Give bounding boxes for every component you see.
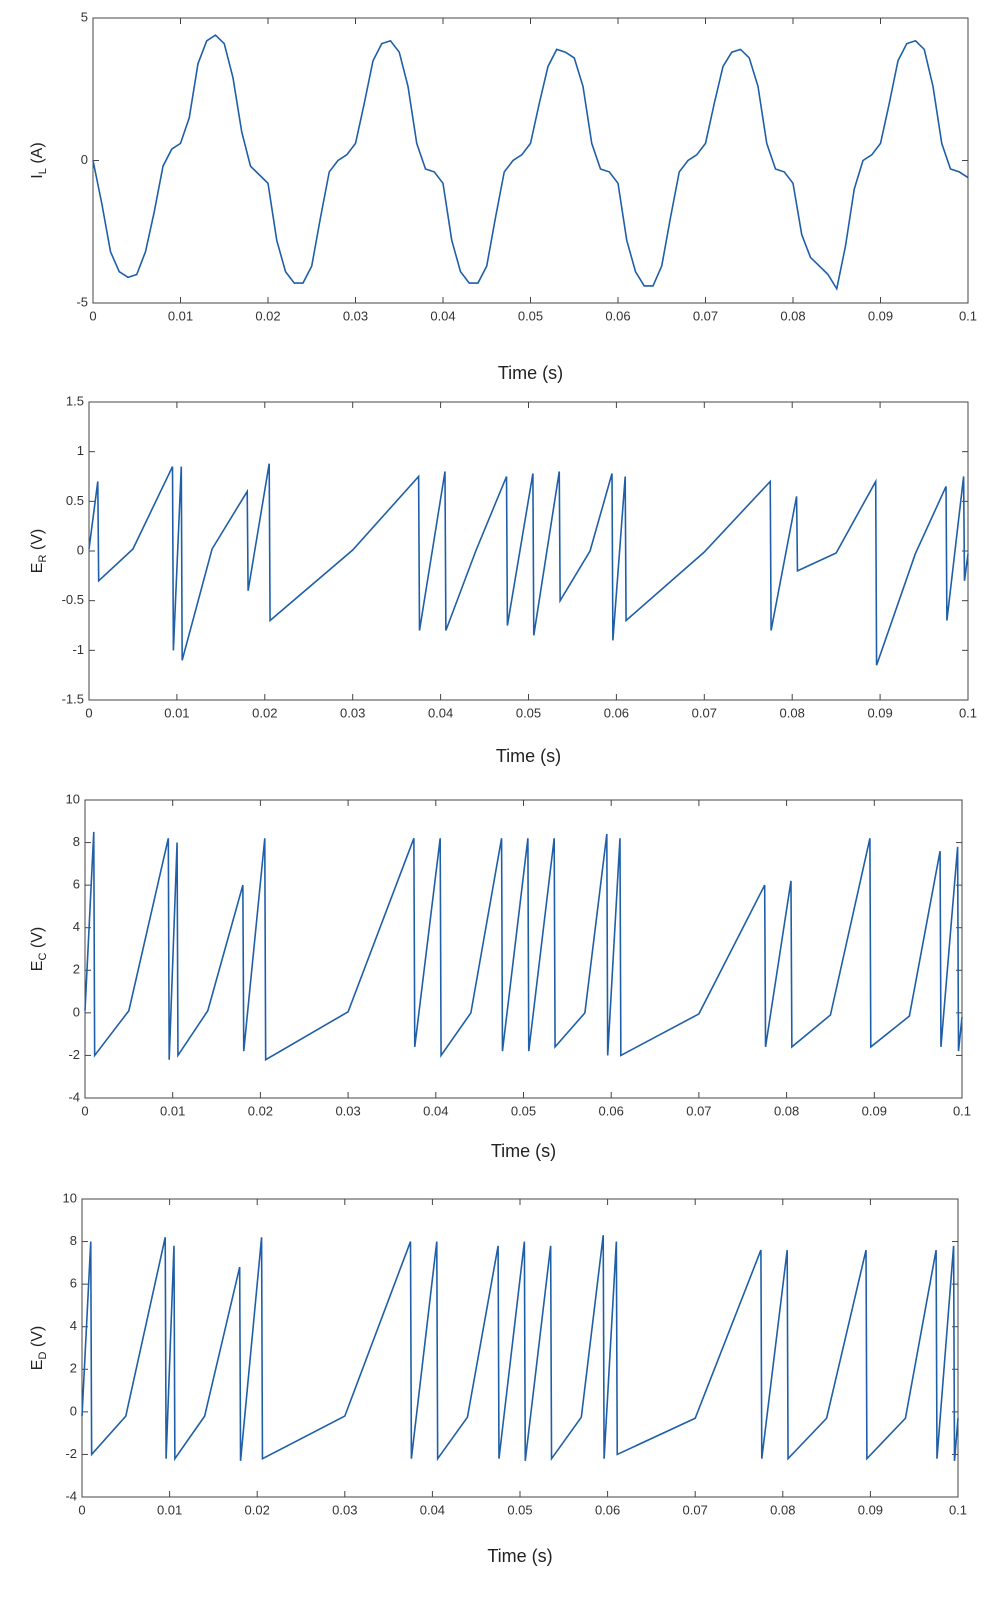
plot-frame [84, 799, 963, 1099]
data-line [81, 1235, 959, 1462]
y-axis-label: IL (A) [29, 142, 49, 178]
x-tick-label: 0.01 [160, 1103, 185, 1118]
y-axis-label-unit: (V) [29, 1326, 46, 1352]
x-tick-label: 0.07 [686, 1103, 711, 1118]
y-tick-label: 4 [70, 1318, 77, 1333]
x-tick-label: 0.06 [605, 308, 630, 323]
y-axis-label-main: E [29, 1360, 46, 1371]
x-tick-label: 0.09 [868, 308, 893, 323]
x-tick-label: 0.02 [255, 308, 280, 323]
plot-frame [92, 17, 969, 304]
x-tick-label: 0.05 [507, 1502, 532, 1517]
data-line [88, 463, 969, 666]
x-tick-label: 0.06 [604, 705, 629, 720]
x-tick-label: 0 [89, 308, 96, 323]
x-tick-label: 0.1 [953, 1103, 971, 1118]
plot-frame [81, 1198, 959, 1498]
x-tick-label: 0.07 [683, 1502, 708, 1517]
x-tick-label: 0.01 [157, 1502, 182, 1517]
x-tick-label: 0.04 [430, 308, 455, 323]
y-tick-label: 2 [70, 1361, 77, 1376]
x-tick-label: 0.02 [252, 705, 277, 720]
y-axis-label-main: E [29, 563, 46, 574]
y-tick-label: 10 [66, 791, 80, 806]
y-tick-label: 6 [73, 877, 80, 892]
y-axis-label-main: I [29, 174, 46, 178]
y-axis-label-sub: D [37, 1352, 49, 1360]
y-tick-label: 6 [70, 1276, 77, 1291]
y-axis-label-unit: (V) [29, 529, 46, 555]
x-tick-label: 0.09 [858, 1502, 883, 1517]
y-tick-label: -1.5 [62, 691, 84, 706]
x-axis-label: Time (s) [498, 363, 563, 383]
x-tick-label: 0.02 [248, 1103, 273, 1118]
x-tick-label: 0.05 [516, 705, 541, 720]
x-tick-label: 0.05 [511, 1103, 536, 1118]
y-tick-label: 0 [81, 152, 88, 167]
x-tick-label: 0.09 [862, 1103, 887, 1118]
y-tick-label: 0 [70, 1403, 77, 1418]
x-tick-label: 0.07 [692, 705, 717, 720]
x-tick-label: 0.1 [959, 705, 977, 720]
y-tick-label: 1 [77, 443, 84, 458]
data-line [92, 34, 969, 291]
x-tick-label: 0.08 [770, 1502, 795, 1517]
y-tick-label: -1 [72, 642, 84, 657]
x-axis-label: Time (s) [491, 1141, 556, 1161]
x-tick-label: 0.04 [420, 1502, 445, 1517]
y-axis-label-sub: L [37, 168, 49, 174]
x-tick-label: 0.03 [343, 308, 368, 323]
x-tick-label: 0.02 [245, 1502, 270, 1517]
y-axis-label-sub: R [37, 555, 49, 563]
y-axis-label: ER (V) [29, 529, 49, 573]
x-tick-label: 0 [85, 705, 92, 720]
y-tick-label: -4 [68, 1089, 80, 1104]
y-tick-label: 0 [77, 542, 84, 557]
data-line [84, 831, 963, 1062]
x-tick-label: 0.04 [428, 705, 453, 720]
y-tick-label: 2 [73, 962, 80, 977]
x-tick-label: 0.06 [599, 1103, 624, 1118]
y-tick-label: 5 [81, 9, 88, 24]
x-tick-label: 0.07 [693, 308, 718, 323]
y-tick-label: -2 [68, 1047, 80, 1062]
y-tick-label: 4 [73, 919, 80, 934]
x-tick-label: 0.08 [780, 308, 805, 323]
y-tick-label: -4 [65, 1488, 77, 1503]
x-tick-label: 0.1 [959, 308, 977, 323]
plot-frame [88, 401, 969, 701]
x-axis-label: Time (s) [496, 746, 561, 766]
x-tick-label: 0.01 [164, 705, 189, 720]
x-tick-label: 0.04 [423, 1103, 448, 1118]
y-tick-label: -2 [65, 1446, 77, 1461]
y-tick-label: 8 [73, 834, 80, 849]
x-axis-label: Time (s) [487, 1546, 552, 1566]
x-tick-label: 0.06 [595, 1502, 620, 1517]
y-tick-label: 0 [73, 1004, 80, 1019]
x-tick-label: 0 [81, 1103, 88, 1118]
y-axis-label-unit: (V) [29, 927, 46, 953]
x-tick-label: 0.03 [335, 1103, 360, 1118]
y-axis-label-main: E [29, 961, 46, 972]
y-tick-label: -5 [76, 294, 88, 309]
x-tick-label: 0.09 [867, 705, 892, 720]
y-tick-label: -0.5 [62, 592, 84, 607]
x-tick-label: 0.08 [780, 705, 805, 720]
y-tick-label: 1.5 [66, 393, 84, 408]
y-tick-label: 0.5 [66, 493, 84, 508]
x-tick-label: 0.1 [949, 1502, 967, 1517]
y-axis-label: ED (V) [29, 1326, 49, 1370]
y-axis-label-unit: (A) [29, 142, 46, 168]
x-tick-label: 0.08 [774, 1103, 799, 1118]
x-tick-label: 0.03 [332, 1502, 357, 1517]
y-tick-label: 8 [70, 1233, 77, 1248]
x-tick-label: 0.01 [168, 308, 193, 323]
y-axis-label-sub: C [37, 953, 49, 961]
y-axis-label: EC (V) [29, 927, 49, 971]
x-tick-label: 0.03 [340, 705, 365, 720]
x-tick-label: 0.05 [518, 308, 543, 323]
x-tick-label: 0 [78, 1502, 85, 1517]
y-tick-label: 10 [63, 1190, 77, 1205]
